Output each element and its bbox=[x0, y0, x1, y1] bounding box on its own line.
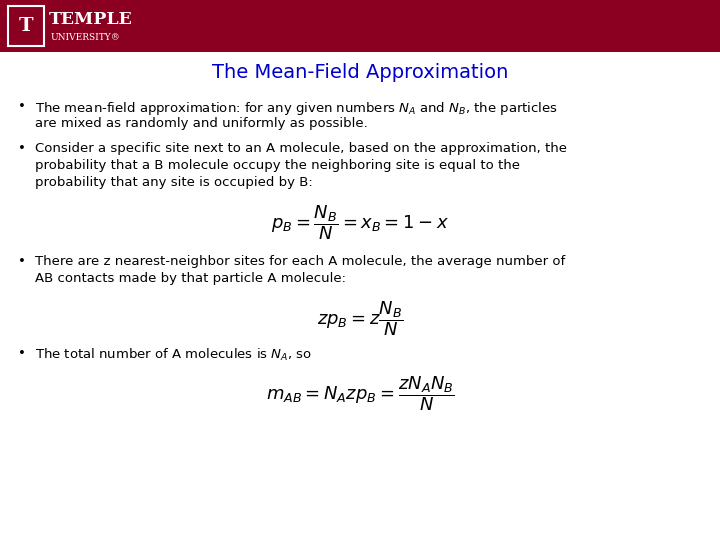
Bar bbox=[0, 0, 720, 52]
Text: T: T bbox=[19, 17, 33, 35]
Text: •: • bbox=[18, 255, 26, 268]
Text: $zp_B = z\dfrac{N_B}{N}$: $zp_B = z\dfrac{N_B}{N}$ bbox=[317, 299, 403, 338]
Text: AB contacts made by that particle A molecule:: AB contacts made by that particle A mole… bbox=[35, 272, 346, 285]
Bar bbox=[8, 6, 44, 46]
Text: •: • bbox=[18, 347, 26, 360]
Text: UNIVERSITY®: UNIVERSITY® bbox=[51, 33, 121, 43]
Text: probability that a B molecule occupy the neighboring site is equal to the: probability that a B molecule occupy the… bbox=[35, 159, 520, 172]
Text: TEMPLE: TEMPLE bbox=[49, 11, 132, 29]
Text: $m_{AB} = N_A zp_B = \dfrac{zN_A N_B}{N}$: $m_{AB} = N_A zp_B = \dfrac{zN_A N_B}{N}… bbox=[266, 374, 454, 413]
Text: The Mean-Field Approximation: The Mean-Field Approximation bbox=[212, 63, 508, 82]
Text: $p_B = \dfrac{N_B}{N} = x_B = 1 - x$: $p_B = \dfrac{N_B}{N} = x_B = 1 - x$ bbox=[271, 203, 449, 241]
Text: are mixed as randomly and uniformly as possible.: are mixed as randomly and uniformly as p… bbox=[35, 117, 368, 130]
Text: •: • bbox=[18, 142, 26, 155]
Text: There are z nearest-neighbor sites for each A molecule, the average number of: There are z nearest-neighbor sites for e… bbox=[35, 255, 565, 268]
Text: •: • bbox=[18, 100, 26, 113]
Text: Consider a specific site next to an A molecule, based on the approximation, the: Consider a specific site next to an A mo… bbox=[35, 142, 567, 155]
Text: probability that any site is occupied by B:: probability that any site is occupied by… bbox=[35, 176, 312, 189]
Text: The total number of A molecules is $N_A$, so: The total number of A molecules is $N_A$… bbox=[35, 347, 312, 363]
Text: The mean-field approximation: for any given numbers $N_A$ and $N_B$, the particl: The mean-field approximation: for any gi… bbox=[35, 100, 558, 117]
